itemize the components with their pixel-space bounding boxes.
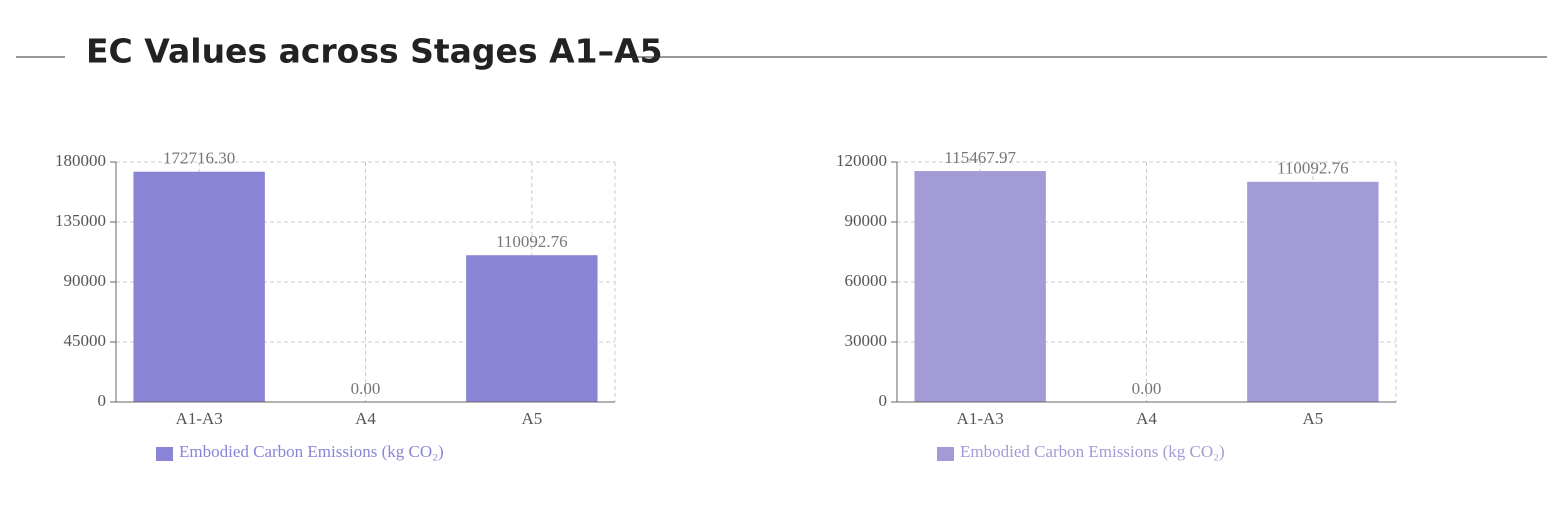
x-tick-label: A5 (1302, 409, 1323, 428)
y-tick-label: 0 (98, 391, 107, 410)
value-label: 110092.76 (496, 232, 568, 251)
bar (1247, 181, 1379, 402)
legend-swatch (156, 447, 173, 461)
x-tick-label: A4 (355, 409, 376, 428)
x-tick-label: A4 (1136, 409, 1157, 428)
legend-swatch (937, 447, 954, 461)
value-label: 110092.76 (1277, 159, 1349, 178)
bar (133, 171, 265, 402)
value-label: 0.00 (351, 379, 381, 398)
x-tick-label: A5 (521, 409, 542, 428)
y-tick-label: 120000 (836, 151, 887, 170)
y-tick-label: 90000 (64, 271, 107, 290)
x-tick-label: A1-A3 (957, 409, 1004, 428)
y-tick-label: 30000 (845, 331, 888, 350)
legend-label: Embodied Carbon Emissions (kg CO₂) (960, 442, 1225, 461)
bar (914, 171, 1046, 402)
bar (466, 255, 598, 402)
y-tick-label: 0 (879, 391, 888, 410)
legend-label: Embodied Carbon Emissions (kg CO₂) (179, 442, 444, 461)
value-label: 0.00 (1132, 379, 1162, 398)
value-label: 172716.30 (163, 149, 235, 168)
y-tick-label: 45000 (64, 331, 107, 350)
y-tick-label: 135000 (55, 211, 106, 230)
x-tick-label: A1-A3 (176, 409, 223, 428)
value-label: 115467.97 (944, 148, 1016, 167)
y-tick-label: 90000 (845, 211, 888, 230)
y-tick-label: 180000 (55, 151, 106, 170)
heading: EC Values across Stages A1–A5 (86, 32, 663, 71)
y-tick-label: 60000 (845, 271, 888, 290)
